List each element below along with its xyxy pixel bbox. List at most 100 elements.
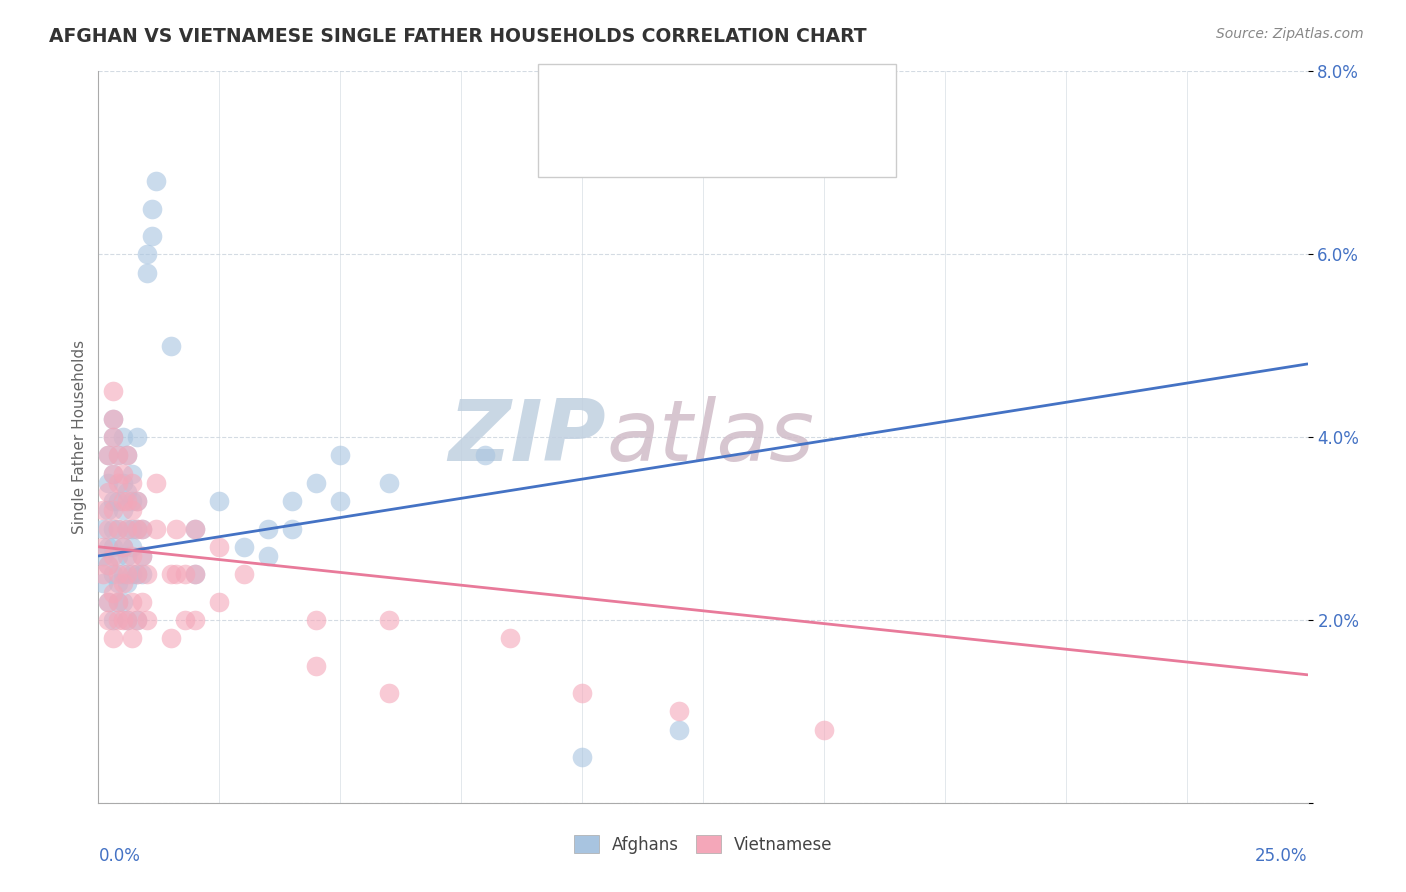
Point: [97, 540, 120, 554]
Point: [160, 632, 183, 646]
Text: 70: 70: [813, 85, 837, 103]
Point: [91, 576, 114, 591]
Point: [498, 632, 520, 646]
Point: [377, 613, 399, 627]
Point: [135, 266, 157, 280]
Point: [281, 521, 304, 535]
Point: [117, 494, 139, 508]
Point: [111, 540, 134, 554]
Point: [184, 521, 207, 535]
Point: [668, 723, 690, 737]
Point: [117, 449, 139, 463]
Point: [97, 503, 120, 517]
Text: 0.190: 0.190: [658, 85, 716, 103]
Text: 0.0%: 0.0%: [98, 847, 141, 864]
Point: [97, 613, 120, 627]
Point: [111, 467, 134, 481]
Point: [101, 585, 124, 599]
Point: [107, 549, 129, 563]
Point: [101, 467, 124, 481]
Point: [97, 595, 120, 609]
Point: [117, 521, 139, 535]
Text: -0.222: -0.222: [658, 138, 723, 156]
Point: [121, 632, 143, 646]
Legend: Afghans, Vietnamese: Afghans, Vietnamese: [567, 829, 839, 860]
Point: [97, 449, 120, 463]
Point: [121, 595, 143, 609]
Point: [101, 430, 124, 444]
Text: AFGHAN VS VIETNAMESE SINGLE FATHER HOUSEHOLDS CORRELATION CHART: AFGHAN VS VIETNAMESE SINGLE FATHER HOUSE…: [49, 27, 868, 45]
Point: [184, 567, 207, 582]
Point: [208, 494, 231, 508]
Point: [121, 467, 143, 481]
Point: [127, 494, 149, 508]
Point: [111, 430, 134, 444]
Point: [101, 613, 124, 627]
Point: [141, 202, 163, 216]
Point: [101, 567, 124, 582]
Point: [111, 540, 134, 554]
Text: R =: R =: [600, 85, 636, 103]
Point: [101, 494, 124, 508]
Point: [101, 430, 124, 444]
Point: [232, 567, 254, 582]
Point: [121, 567, 143, 582]
Point: [160, 567, 183, 582]
Point: [101, 384, 124, 399]
Point: [97, 475, 120, 490]
Point: [117, 613, 139, 627]
Point: [107, 449, 129, 463]
Point: [668, 705, 690, 719]
Point: [107, 595, 129, 609]
Text: 69: 69: [813, 138, 837, 156]
Point: [117, 549, 139, 563]
Point: [107, 494, 129, 508]
Point: [131, 595, 153, 609]
Point: [101, 412, 124, 426]
Point: [111, 475, 134, 490]
Point: [111, 503, 134, 517]
Point: [135, 567, 157, 582]
Point: [121, 494, 143, 508]
Point: [165, 521, 187, 535]
Point: [329, 449, 352, 463]
Point: [127, 521, 149, 535]
Point: [117, 576, 139, 591]
Point: [145, 521, 167, 535]
Point: [131, 521, 153, 535]
Point: [97, 485, 120, 500]
Point: [135, 613, 157, 627]
Point: [107, 576, 129, 591]
Text: R =: R =: [600, 138, 636, 156]
Point: [131, 521, 153, 535]
Point: [101, 632, 124, 646]
Point: [305, 475, 328, 490]
Point: [377, 686, 399, 700]
Point: [97, 595, 120, 609]
Point: [813, 723, 835, 737]
Point: [107, 475, 129, 490]
Point: [111, 613, 134, 627]
Point: [135, 247, 157, 261]
Point: [131, 567, 153, 582]
Point: [127, 567, 149, 582]
Point: [101, 412, 124, 426]
Point: [91, 503, 114, 517]
Point: [208, 540, 231, 554]
Point: [184, 521, 207, 535]
Point: [97, 558, 120, 573]
Point: [121, 521, 143, 535]
Bar: [548, 129, 585, 164]
Point: [117, 567, 139, 582]
Point: [107, 521, 129, 535]
Point: [111, 494, 134, 508]
Point: [111, 567, 134, 582]
Point: [107, 521, 129, 535]
Text: atlas: atlas: [606, 395, 814, 479]
Point: [97, 558, 120, 573]
Bar: [548, 77, 585, 112]
Point: [91, 540, 114, 554]
FancyBboxPatch shape: [538, 63, 896, 178]
Point: [127, 567, 149, 582]
Text: N =: N =: [754, 85, 790, 103]
